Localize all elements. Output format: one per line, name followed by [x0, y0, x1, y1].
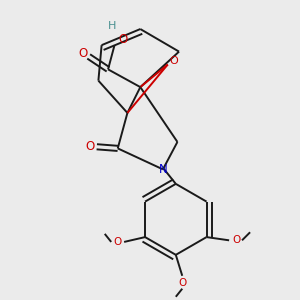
Text: O: O: [232, 235, 240, 245]
Text: N: N: [158, 163, 167, 176]
Text: O: O: [86, 140, 95, 153]
Text: O: O: [113, 237, 121, 247]
Text: O: O: [170, 56, 178, 66]
Text: O: O: [78, 47, 88, 60]
Text: O: O: [118, 33, 127, 46]
Text: O: O: [178, 278, 186, 288]
Text: H: H: [108, 22, 116, 32]
